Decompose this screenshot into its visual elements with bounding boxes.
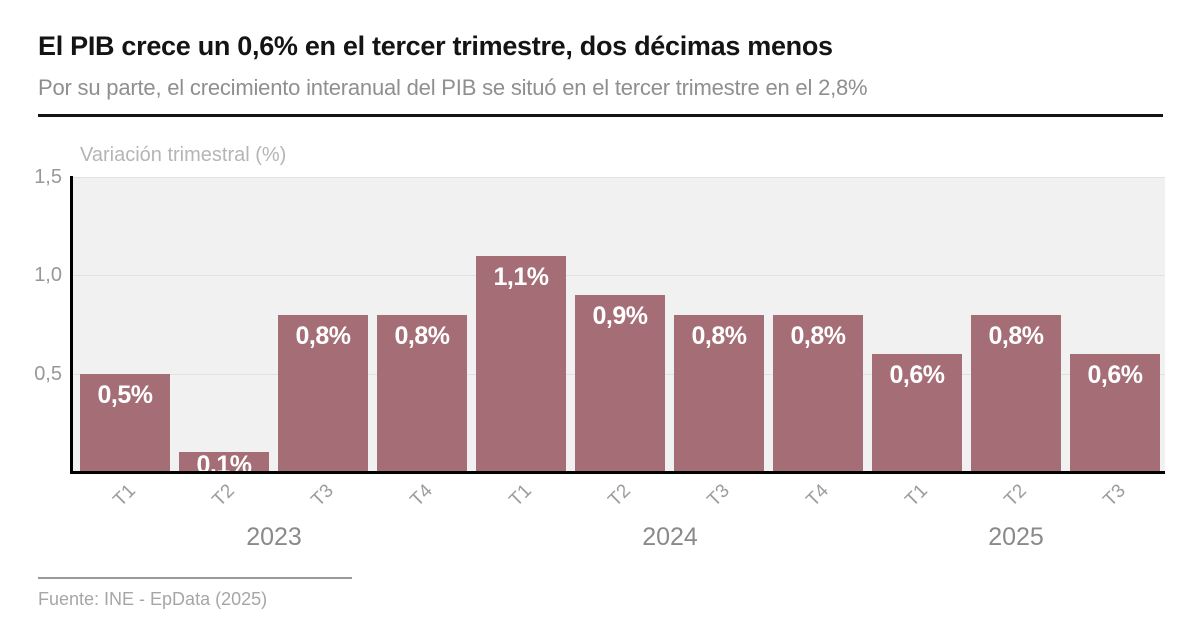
bar-value-label: 0,6% (889, 361, 945, 389)
bar-value-label: 0,9% (592, 302, 648, 330)
header-divider (38, 114, 1163, 117)
bar-T3-2: 0,8% (278, 315, 368, 472)
gridline (72, 177, 1165, 178)
footer-divider (38, 577, 352, 579)
bar-value-label: 1,1% (493, 263, 549, 291)
bar-T3-10: 0,6% (1070, 354, 1160, 472)
bar-value-label: 0,1% (196, 452, 252, 472)
bar-T2-1: 0,1% (179, 452, 269, 472)
bar-value-label: 0,8% (691, 322, 747, 350)
bar-T4-3: 0,8% (377, 315, 467, 472)
bar-T3-6: 0,8% (674, 315, 764, 472)
y-axis-title: Variación trimestral (%) (80, 144, 287, 166)
year-label-2023: 2023 (246, 523, 302, 551)
bar-value-label: 0,8% (394, 322, 450, 350)
year-label-2024: 2024 (642, 523, 698, 551)
plot-area: 0,5% 0,1% 0,8% 0,8% 1,1% 0,9% 0,8% 0,8% 0,6% 0,8%… (72, 177, 1165, 472)
bar-value-label: 0,5% (97, 381, 153, 409)
y-tick-label: 1,5 (34, 166, 62, 188)
bar-T2-9: 0,8% (971, 315, 1061, 472)
source-text: Fuente: INE - EpData (2025) (38, 589, 268, 609)
bar-T1-8: 0,6% (872, 354, 962, 472)
year-label-2025: 2025 (988, 523, 1044, 551)
bar-T2-5: 0,9% (575, 295, 665, 472)
bar-T1-4: 1,1% (476, 256, 566, 472)
gridline (72, 275, 1165, 276)
y-tick-label: 0,5 (34, 363, 62, 385)
bar-value-label: 0,8% (295, 322, 351, 350)
bar-T1-0: 0,5% (80, 374, 170, 472)
y-tick-label: 1,0 (34, 264, 62, 286)
bar-value-label: 0,8% (988, 322, 1044, 350)
chart-subtitle: Por su parte, el crecimiento interanual … (38, 75, 868, 100)
bar-value-label: 0,8% (790, 322, 846, 350)
y-axis-line (70, 176, 73, 474)
bar-T4-7: 0,8% (773, 315, 863, 472)
x-axis-line (70, 471, 1165, 474)
bar-value-label: 0,6% (1087, 361, 1143, 389)
chart-title: El PIB crece un 0,6% en el tercer trimes… (38, 31, 833, 61)
